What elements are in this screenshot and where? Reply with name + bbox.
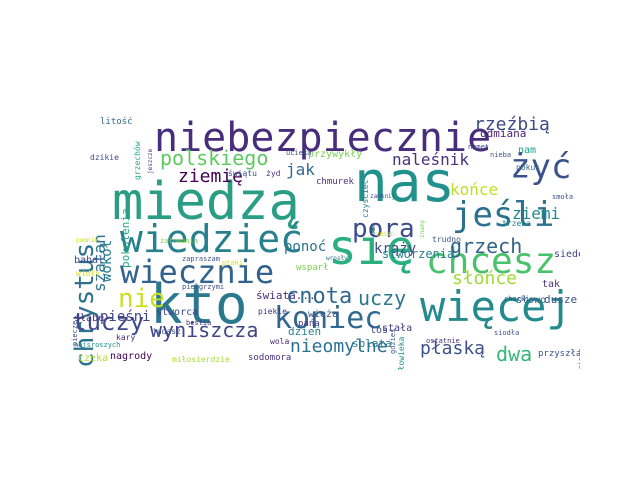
cloud-word: wieża (308, 309, 339, 320)
cloud-word: tak (542, 279, 561, 290)
cloud-word: chmurek (316, 177, 354, 187)
cloud-word: los (370, 325, 389, 336)
cloud-word: koniec (274, 301, 383, 336)
cloud-word: świątu (228, 169, 257, 178)
cloud-word: pokolenia (119, 208, 132, 268)
cloud-word: miłosierdzie (172, 355, 230, 364)
cloud-word: czyściec (361, 179, 370, 218)
cloud-word: jak (286, 160, 315, 179)
cloud-word: jeszcze (147, 148, 154, 174)
cloud-word: dzikie (90, 153, 119, 162)
cloud-word: trudno (432, 235, 461, 244)
cloud-word: żałowania (160, 237, 198, 245)
cloud-word: judasz (152, 327, 181, 336)
cloud-word: świata... (256, 289, 316, 302)
cloud-word: wiedzieć (120, 217, 304, 261)
cloud-word: widły (76, 269, 101, 278)
word-cloud: nas miedzą niebezpiecznie się kto więcej wiedz… (70, 110, 580, 370)
cloud-word: pomnik (76, 237, 98, 244)
cloud-word: wsparł (296, 263, 329, 273)
cloud-word: stała (382, 323, 413, 334)
cloud-word: ponoć (284, 239, 327, 255)
cloud-word: namet (468, 143, 490, 151)
cloud-word: bestia (186, 319, 212, 327)
cloud-word: ucieka (286, 149, 312, 157)
cloud-word: tuczy (72, 308, 145, 336)
cloud-word: ziemię (178, 166, 244, 187)
cloud-word: smoła (552, 193, 574, 201)
cloud-word: dzień (288, 325, 322, 338)
cloud-word: nam (518, 145, 537, 156)
cloud-word: piekle (258, 307, 287, 316)
cloud-word: stworzenia (382, 247, 455, 261)
cloud-word: zamknij (370, 193, 396, 200)
cloud-word: babel (74, 255, 105, 266)
cloud-word: słowo (516, 295, 547, 306)
cloud-word: pieśni (100, 309, 151, 325)
cloud-word: nieomylne (290, 336, 388, 357)
cloud-word: rzeźbią (474, 114, 550, 135)
cloud-word: wiecznie (120, 253, 275, 291)
cloud-word: nagrody (110, 351, 153, 362)
cloud-word: wola (270, 337, 290, 346)
cloud-word: zmian (376, 231, 395, 238)
cloud-word: litość (100, 117, 133, 127)
cloud-word: chcesz (426, 241, 557, 282)
cloud-word: krąży (374, 241, 417, 257)
cloud-word: najsroszych (74, 341, 121, 349)
cloud-word: nas (354, 150, 456, 215)
cloud-word: kto (150, 273, 248, 336)
cloud-word: odmiana (480, 127, 527, 140)
cloud-word: czeka (78, 353, 109, 364)
cloud-word: zapraszam (182, 255, 220, 263)
cloud-word: grzech (450, 234, 523, 258)
cloud-word: żyd (266, 169, 281, 178)
cloud-word: nie (118, 284, 165, 314)
cloud-word: pora (352, 214, 415, 244)
cloud-word: się (328, 220, 415, 276)
cloud-word: grzechów (133, 141, 142, 180)
cloud-word: siodła (494, 329, 520, 337)
cloud-word: piecze (71, 320, 79, 346)
cloud-word: trzeba (502, 219, 531, 228)
cloud-word: cnota (286, 284, 353, 309)
cloud-word: przyszła (538, 349, 580, 359)
cloud-word: przywykły (308, 149, 363, 160)
cloud-word: polskiego (160, 146, 269, 170)
cloud-word: ostatnie (426, 337, 460, 345)
cloud-word: więcej (420, 282, 572, 331)
cloud-word: splata (352, 337, 392, 350)
cloud-word: słońce (452, 268, 518, 289)
cloud-word: sodomora (248, 353, 292, 363)
cloud-word: dusze (544, 293, 578, 306)
cloud-word: ziemi (512, 204, 561, 223)
cloud-word: płaską (420, 338, 486, 359)
cloud-word: naleśnik (392, 150, 470, 169)
cloud-word: pańa (298, 319, 320, 329)
cloud-word: siedem (554, 249, 580, 260)
cloud-word: ptaki (222, 259, 244, 267)
cloud-word: uczy (358, 286, 407, 310)
cloud-word: pacierz (577, 348, 580, 370)
cloud-word: stworca (156, 307, 199, 318)
cloud-word: gdzieś (389, 328, 397, 354)
cloud-word: pokus (516, 163, 541, 172)
cloud-word: pielgrzymi (182, 283, 225, 291)
cloud-word: niebezpiecznie (154, 115, 492, 161)
cloud-word: dwa (496, 342, 533, 366)
cloud-word: końce (450, 180, 499, 199)
cloud-word: nieba (490, 151, 512, 159)
cloud-word: chorki (504, 295, 530, 303)
cloud-word: kary (116, 333, 136, 342)
cloud-word: człowieka (397, 336, 406, 370)
cloud-word: żyć (510, 147, 572, 187)
cloud-word: słabe (74, 313, 105, 324)
cloud-word: jeśli (452, 195, 555, 235)
cloud-word: znamy (419, 219, 426, 238)
cloud-word: miedzą (112, 172, 300, 232)
cloud-word: wrosły (326, 255, 348, 262)
cloud-word: wyniszcza (150, 318, 259, 342)
